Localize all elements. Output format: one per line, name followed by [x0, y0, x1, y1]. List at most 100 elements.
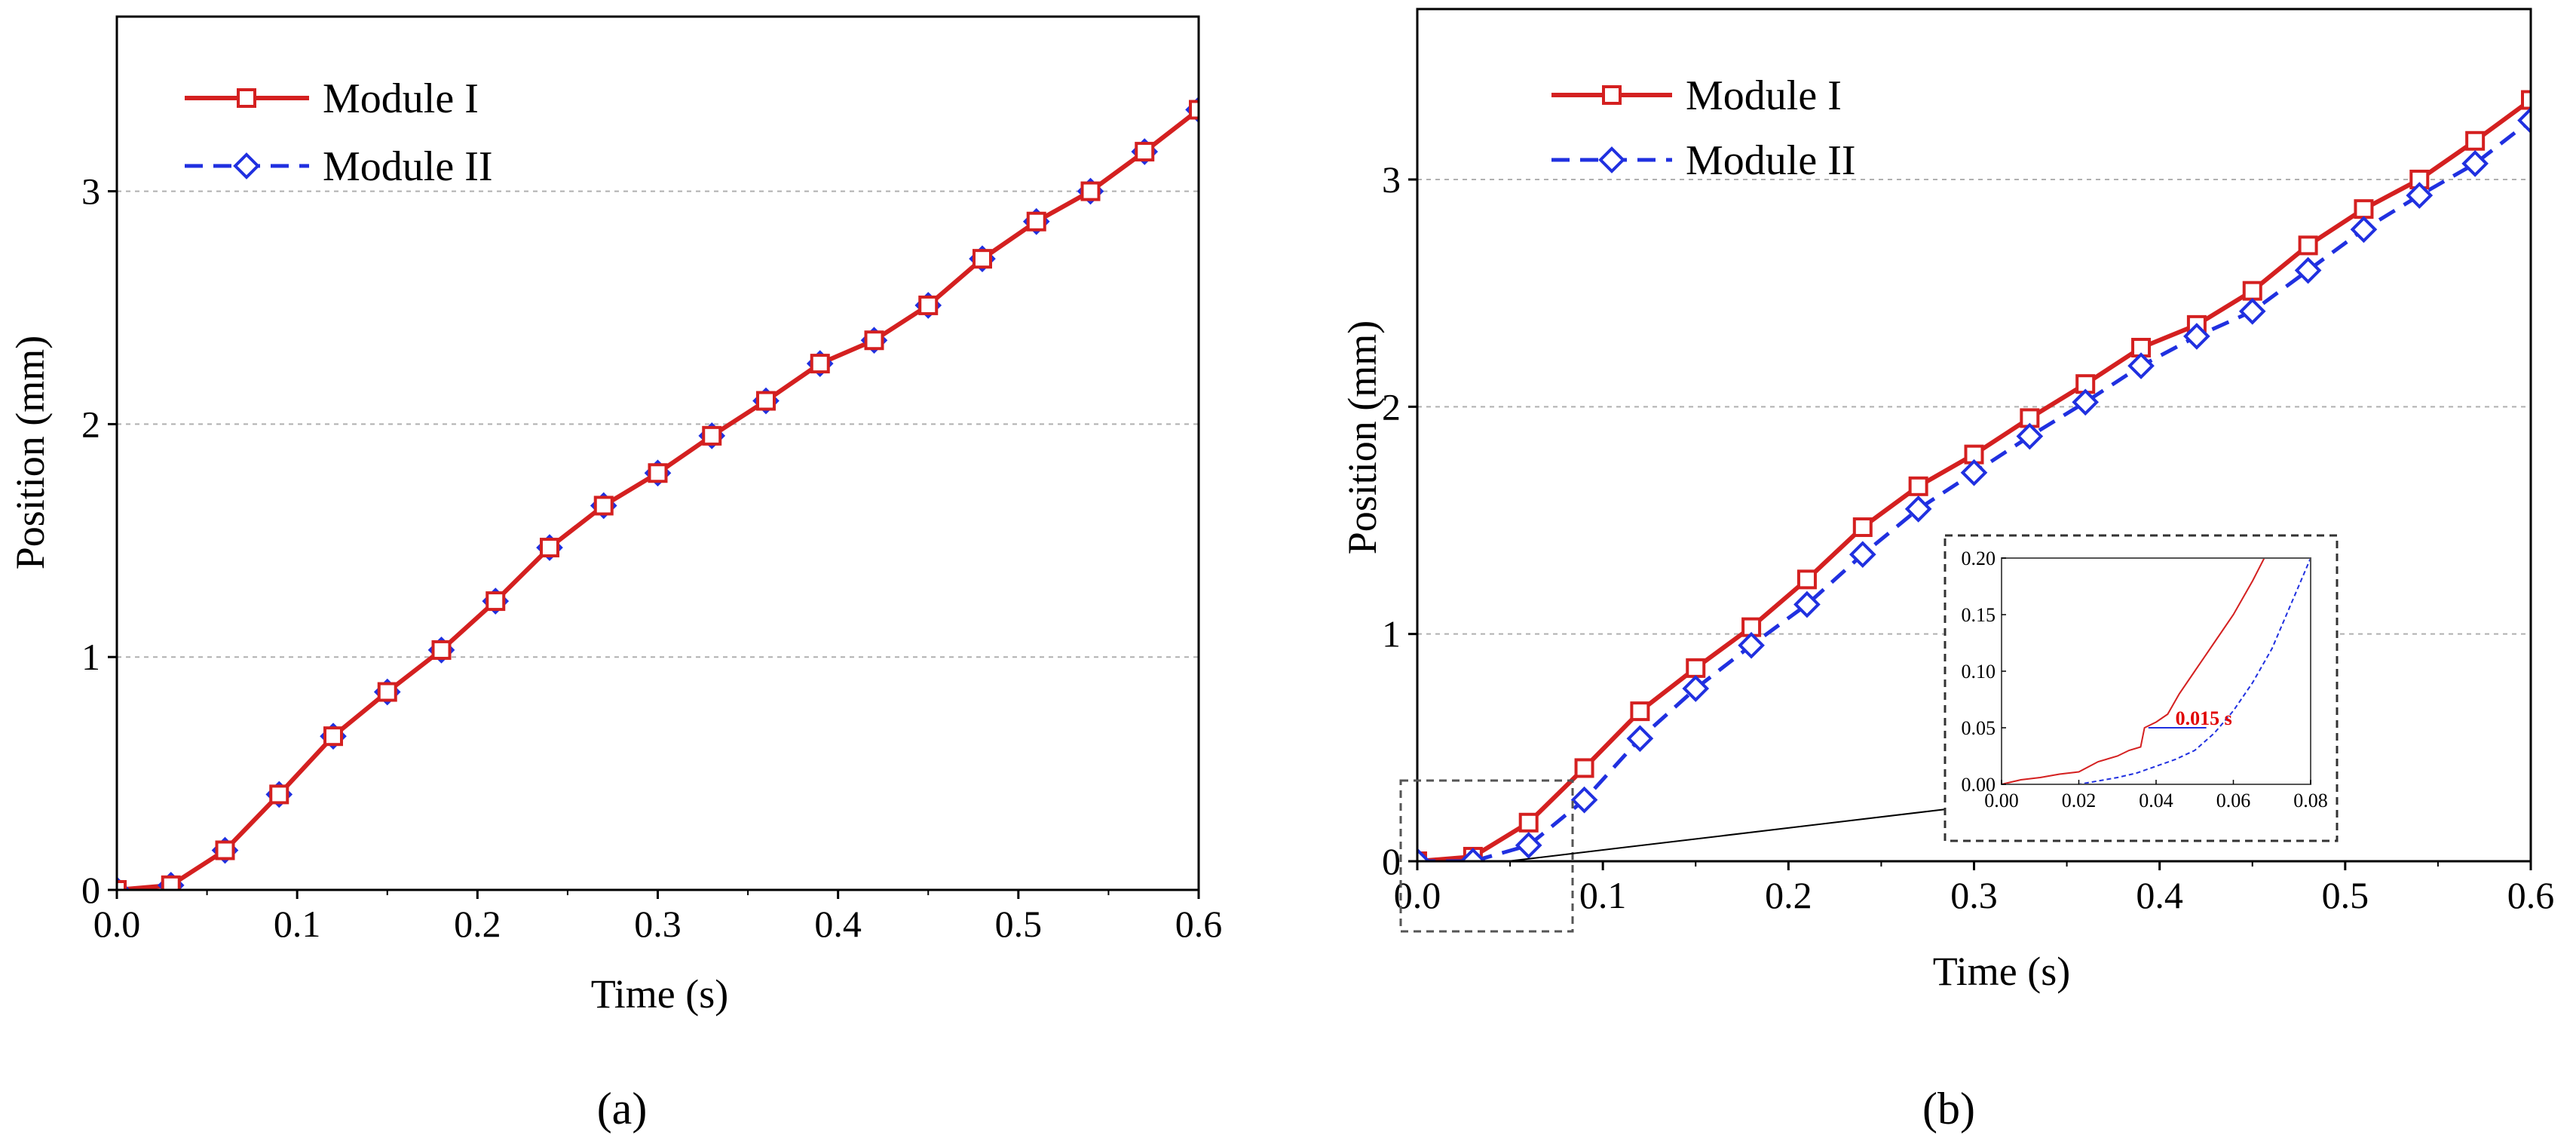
y-tick-label: 1	[1382, 613, 1401, 655]
y-axis-label-b: Position (mm)	[1340, 321, 1385, 555]
x-tick-label: 0.5	[995, 903, 1043, 945]
inset-annotation-delay: 0.015 s	[2176, 707, 2232, 729]
data-point-diamond	[1793, 591, 1821, 618]
legend-diamond-marker-a	[233, 152, 260, 179]
y-tick-label: 2	[1382, 385, 1401, 428]
axis-ticks-a: 0 1 2 3 0.0 0.1 0.2 0.3 0.4 0.5 0.6	[81, 170, 1222, 945]
data-point-square	[377, 682, 397, 702]
data-point-diamond	[2127, 352, 2155, 379]
x-tick-label: 0.2	[454, 903, 501, 945]
legend-label-module-ii-b: Module II	[1686, 137, 1856, 184]
legend-diamond-marker-b	[1598, 146, 1625, 173]
data-point-diamond	[1570, 786, 1598, 814]
panel-caption-b: (b)	[1922, 1084, 1975, 1133]
inset-line-module-ii	[2002, 558, 2311, 784]
data-point-diamond	[2183, 323, 2210, 350]
x-axis-label-b: Time (s)	[1933, 949, 2071, 994]
y-tick-label: 1	[81, 636, 100, 678]
data-point-diamond	[1515, 832, 1542, 859]
inset-x-tick-label: 0.06	[2216, 790, 2251, 811]
y-tick-label: 2	[81, 403, 100, 445]
data-point-square	[540, 538, 559, 558]
plot-area-a	[117, 96, 1199, 890]
inset-line-module-i	[2002, 558, 2265, 784]
data-point-diamond	[2016, 422, 2044, 450]
data-point-square	[2354, 199, 2374, 219]
data-point-square	[431, 640, 452, 660]
legend-a: Module I Module II	[185, 75, 493, 190]
data-point-square	[702, 425, 722, 446]
data-point-square	[323, 726, 343, 747]
y-axis-label-a: Position (mm)	[8, 336, 53, 570]
data-point-square	[161, 875, 181, 890]
inset-y-tick-label: 0.10	[1962, 661, 1996, 683]
x-tick-label: 0.5	[2322, 874, 2369, 916]
y-tick-label: 0	[1382, 840, 1401, 882]
data-point-diamond	[1904, 495, 1932, 523]
chart-panel-a: 0 1 2 3 0.0 0.1 0.2 0.3 0.4 0.5 0.6 Time (s) Posit…	[8, 15, 1222, 1133]
data-point-square	[1574, 758, 1594, 778]
data-point-diamond	[1849, 541, 1876, 569]
inset-x-tick-label: 0.00	[1984, 790, 2019, 811]
data-point-square	[1080, 181, 1101, 201]
inset-x-tick-label: 0.08	[2293, 790, 2328, 811]
y-tick-label: 3	[1382, 158, 1401, 201]
data-point-square	[810, 354, 830, 374]
data-point-square	[864, 330, 884, 351]
data-point-diamond	[1417, 848, 1431, 861]
x-tick-label: 0.0	[93, 903, 141, 945]
data-point-diamond	[1960, 459, 1988, 486]
x-tick-label: 0.4	[814, 903, 862, 945]
data-point-diamond	[2072, 388, 2100, 416]
data-point-square	[1630, 701, 1650, 722]
data-point-square	[973, 249, 992, 269]
inset-chart: 0.00 0.02 0.04 0.06 0.08 0.00 0.05 0.10 0.15 0.20…	[1943, 534, 2339, 842]
inset-axis-ticks: 0.00 0.02 0.04 0.06 0.08 0.00 0.05 0.10 0.15 0.20	[1962, 548, 2328, 811]
data-point-square	[593, 495, 614, 516]
data-point-square	[1908, 476, 1928, 496]
inset-y-tick-label: 0.15	[1962, 604, 1996, 626]
inset-y-tick-label: 0.20	[1962, 548, 1996, 569]
zoom-region-box	[1399, 779, 1574, 933]
legend-square-marker-b	[1602, 85, 1622, 105]
x-tick-label: 0.6	[2507, 874, 2555, 916]
data-point-square	[2298, 235, 2318, 256]
inset-plot-area	[2002, 558, 2311, 784]
data-point-square	[1189, 100, 1199, 120]
data-point-diamond	[2350, 216, 2378, 244]
x-tick-label: 0.6	[1175, 903, 1223, 945]
data-point-diamond	[1682, 675, 1710, 702]
data-point-square	[1852, 517, 1873, 538]
x-tick-label: 0.2	[1765, 874, 1812, 916]
gridlines-a	[117, 190, 1199, 658]
inset-x-tick-label: 0.04	[2139, 790, 2173, 811]
legend-label-module-i-b: Module I	[1686, 72, 1842, 119]
data-point-diamond	[1460, 848, 1487, 861]
data-point-diamond	[2406, 182, 2434, 209]
data-point-square	[648, 463, 668, 483]
data-point-square	[269, 784, 289, 805]
inset-y-tick-label: 0.00	[1962, 774, 1996, 796]
legend-b: Module I Module II	[1551, 72, 1856, 184]
data-point-square	[2521, 90, 2531, 110]
x-tick-label: 0.3	[634, 903, 682, 945]
data-point-square	[1796, 569, 1817, 590]
x-tick-label: 0.1	[1579, 874, 1627, 916]
data-point-diamond	[1738, 631, 1765, 659]
data-point-square	[1686, 658, 1706, 678]
data-point-square	[485, 591, 506, 612]
data-point-diamond	[2461, 150, 2489, 177]
legend-label-module-i-a: Module I	[323, 75, 479, 122]
plot-area-b	[1417, 90, 2531, 861]
plot-frame-a	[115, 15, 1200, 891]
data-point-diamond	[1626, 725, 1654, 753]
data-point-diamond	[2517, 106, 2531, 134]
legend-label-module-ii-a: Module II	[323, 143, 493, 190]
inset-x-tick-label: 0.02	[2062, 790, 2097, 811]
x-tick-label: 0.4	[2136, 874, 2183, 916]
inset-dashed-border	[1943, 534, 2339, 842]
data-point-square	[756, 391, 776, 411]
